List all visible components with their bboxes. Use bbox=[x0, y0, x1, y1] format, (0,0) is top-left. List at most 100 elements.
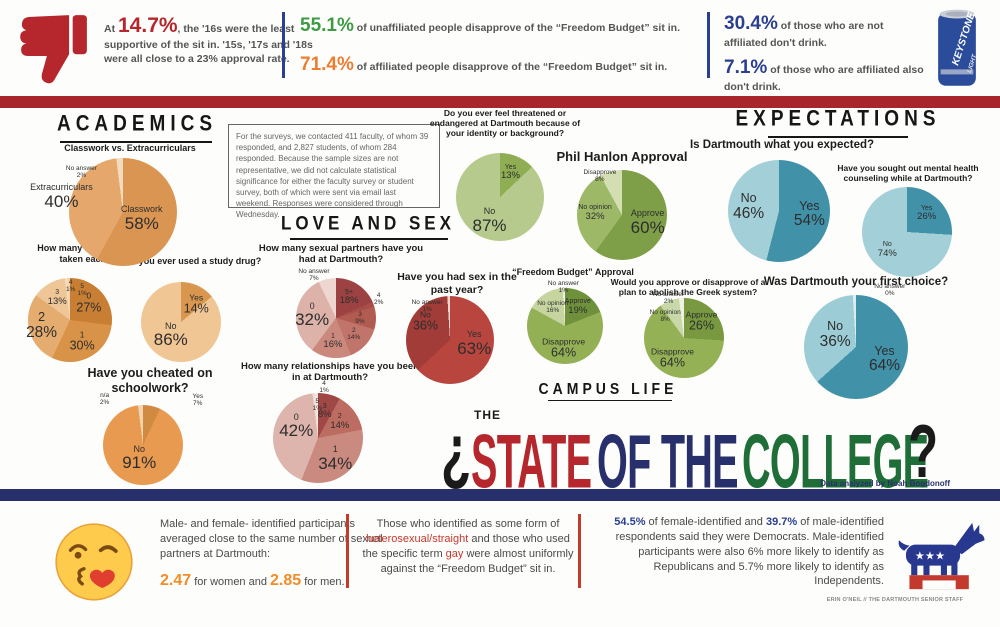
pie-title-sex-past-year: Have you had sex in the past year? bbox=[397, 271, 517, 296]
divider bbox=[707, 12, 710, 78]
stat-value: 14.7% bbox=[118, 14, 178, 37]
pie-slice-label-no: No 87% bbox=[472, 206, 507, 235]
pie-slice-label-3: 3 9% bbox=[355, 310, 365, 325]
stat-line: 71.4% of affiliated people disapprove of… bbox=[300, 53, 668, 75]
bottom-stat-politics: 54.5% of female-identified and 39.7% of … bbox=[614, 516, 884, 588]
pie-slice-label-0: 0 27% bbox=[76, 290, 102, 315]
divider bbox=[578, 514, 581, 588]
section-heading-campus-life: CAMPUS LIFE bbox=[538, 379, 678, 398]
pie-slice-label-no-opinion: No opinion 32% bbox=[578, 204, 612, 222]
stat-value: 2.47 bbox=[160, 571, 192, 589]
pie-slice-label-1: 1 30% bbox=[69, 329, 95, 353]
divider bbox=[346, 514, 349, 588]
pie-chart-expected: Yes 54% No 46% bbox=[728, 160, 830, 262]
pie-slice-label-yes: Yes 14% bbox=[183, 292, 209, 317]
pie-slice-label-2: 2 28% bbox=[26, 310, 58, 341]
pie-slice-label-3: 3 8% bbox=[317, 402, 332, 421]
stat-sitin-support: At 14.7%, the '16s were the least suppor… bbox=[104, 12, 336, 67]
title-the: THE bbox=[474, 408, 501, 422]
pie-slice-label-1: 1 34% bbox=[318, 443, 353, 473]
pie-slice-label-5+: 5+ 18% bbox=[339, 288, 359, 307]
pie-slice-label-2: 2 14% bbox=[347, 327, 361, 342]
pie-slice-label-approve: Approve 26% bbox=[685, 309, 718, 333]
stat-numbers: 2.47 for women and 2.85 for men. bbox=[160, 571, 345, 589]
stat-text: Male- and female- identified participant… bbox=[160, 518, 383, 560]
divider bbox=[282, 12, 285, 78]
pie-slice-label-yes: Yes 26% bbox=[917, 204, 937, 223]
pie-slice-label-disapprove: Disapprove 8% bbox=[583, 169, 617, 184]
pie-chart-greek-system: Approve 26% Disapprove 64% No opinion 8% No an… bbox=[644, 291, 724, 378]
pie-chart-freedom-budget-approval: Approve 19% Disapprove 64% No opinion 16% No a… bbox=[527, 280, 603, 364]
pie-chart-sex-past-year: Yes 63% No 36% No answer 1% bbox=[406, 296, 494, 384]
pie-slice-label-2: 2 14% bbox=[330, 413, 350, 431]
survey-methodology-note: For the surveys, we contacted 411 facult… bbox=[228, 124, 440, 219]
pie-slice-label-no: No 86% bbox=[153, 320, 188, 350]
stat-value: 30.4% bbox=[724, 13, 778, 34]
pie-slice-label-disapprove: Disapprove 64% bbox=[542, 336, 586, 360]
beer-can-icon: KEYSTONE LIGHT bbox=[938, 9, 979, 86]
pie-slice-label-4: 4 1% bbox=[65, 278, 76, 293]
stat-drinking: 30.4% of those who are not affiliated do… bbox=[724, 12, 924, 101]
stat-line: 55.1% of unaffiliated people disapprove … bbox=[300, 15, 680, 36]
stat-text: At bbox=[104, 23, 118, 35]
pie-chart-first-choice: Yes 64% No 36% No answer 0% bbox=[804, 283, 908, 399]
pie-chart-mental-health: Yes 26% No 74% bbox=[862, 187, 952, 277]
pie-slice-label-0: 0 42% bbox=[279, 411, 314, 441]
pie-chart-relationships: 3 8% 2 14% 1 34% 0 42% 5 1% 4 1% bbox=[273, 380, 363, 483]
pie-slice-label-classwork: Classwork 58% bbox=[121, 204, 163, 234]
highlighted-word: heterosexual/straight bbox=[366, 532, 469, 545]
photo-credit: ERIN O'NEIL // THE DARTMOUTH SENIOR STAF… bbox=[826, 597, 964, 603]
section-heading-love-and-sex: LOVE AND SEX bbox=[281, 212, 455, 234]
bottom-stat-orientation: Those who identified as some form of het… bbox=[362, 518, 574, 575]
pie-chart-layups: 0 27% 1 30% 2 28% 3 13% 4 1% 5 1% bbox=[26, 278, 112, 362]
heading-underline bbox=[290, 238, 448, 240]
top-rule bbox=[0, 96, 1000, 108]
stat-freedom-budget: 55.1% of unaffiliated people disapprove … bbox=[300, 14, 700, 91]
democrat-donkey-icon: ★★★ bbox=[898, 522, 985, 590]
stat-line: 7.1% of those who are affiliated also do… bbox=[724, 57, 924, 94]
pie-slice-label-0: 0 32% bbox=[295, 300, 330, 330]
bottom-stat-partners: Male- and female- identified participant… bbox=[160, 517, 400, 591]
pie-slice-label-yes: Yes 64% bbox=[868, 343, 900, 375]
pie-chart-classwork-vs-extracurriculars: Classwork 58% Extracurriculars 40% No answer… bbox=[30, 158, 177, 266]
pie-title-first-choice: Was Dartmouth your first choice? bbox=[763, 276, 949, 288]
pie-title-expected: Is Dartmouth what you expected? bbox=[689, 139, 875, 151]
pie-title-cheated: Have you cheated on schoolwork? bbox=[87, 366, 213, 395]
pie-slice-label-approve: Approve 19% bbox=[564, 298, 591, 316]
pie-slice-label-no-opinion: No opinion 16% bbox=[537, 299, 569, 314]
stat-value: 39.7% bbox=[765, 516, 798, 528]
pie-chart-sexual-partners: 5+ 18% 4 2% 3 9% 2 14% 1 16% 0 32% No answer 7% bbox=[295, 268, 383, 358]
kiss-emoji-icon bbox=[55, 523, 133, 601]
pie-title-greek-system: Would you approve or disapprove of a pla… bbox=[610, 277, 766, 298]
pie-title-mental-health: Have you sought out mental health counse… bbox=[837, 163, 979, 184]
section-heading-expectations: EXPECTATIONS bbox=[735, 107, 941, 132]
pie-title-relationships: How many relationships have you been in … bbox=[241, 361, 419, 384]
section-heading-academics: ACADEMICS bbox=[56, 112, 218, 137]
pie-slice-label-no-opinion: No opinion 8% bbox=[649, 308, 681, 323]
pie-slice-label-disapprove: Disapprove 64% bbox=[650, 346, 694, 370]
pie-slice-label-yes: Yes 63% bbox=[457, 329, 492, 359]
pie-slice-label-yes: Yes 13% bbox=[500, 163, 520, 182]
pie-slice-label-1: 1 16% bbox=[323, 332, 343, 351]
pie-slice-label-extracurriculars: Extracurriculars 40% bbox=[30, 181, 93, 211]
heading-underline bbox=[548, 400, 672, 401]
pie-slice-label-no: No 46% bbox=[733, 191, 765, 222]
pie-slice-label-5: 5 1% bbox=[312, 397, 322, 412]
pie-title-freedom-budget: “Freedom Budget” Approval bbox=[512, 267, 634, 277]
pie-title-phil-hanlon: Phil Hanlon Approval bbox=[556, 149, 688, 164]
title-credit: Data analyzed by Noah Bogdonoff bbox=[820, 479, 950, 488]
stat-text: , the '16s were the least supportive of … bbox=[104, 23, 313, 65]
svg-text:★★★: ★★★ bbox=[915, 548, 945, 562]
stat-line: 30.4% of those who are not affiliated do… bbox=[724, 13, 884, 49]
pie-chart-threatened: Yes 13% No 87% bbox=[456, 153, 544, 241]
thumbs-down-icon bbox=[20, 15, 87, 84]
pie-slice-label-no: No 91% bbox=[122, 443, 157, 473]
pie-title-classwork: Classwork vs. Extracurriculars bbox=[64, 143, 196, 153]
title-close-question-mark: ? bbox=[908, 409, 938, 494]
pie-chart-study-drug: Yes 14% No 86% bbox=[141, 282, 221, 362]
heading-underline bbox=[768, 136, 908, 138]
pie-slice-label-no-answer: No answer 1% bbox=[547, 279, 579, 294]
pie-slice-label-3: 3 13% bbox=[47, 289, 67, 307]
pie-title-threatened: Do you ever feel threatened or endangere… bbox=[429, 108, 581, 139]
